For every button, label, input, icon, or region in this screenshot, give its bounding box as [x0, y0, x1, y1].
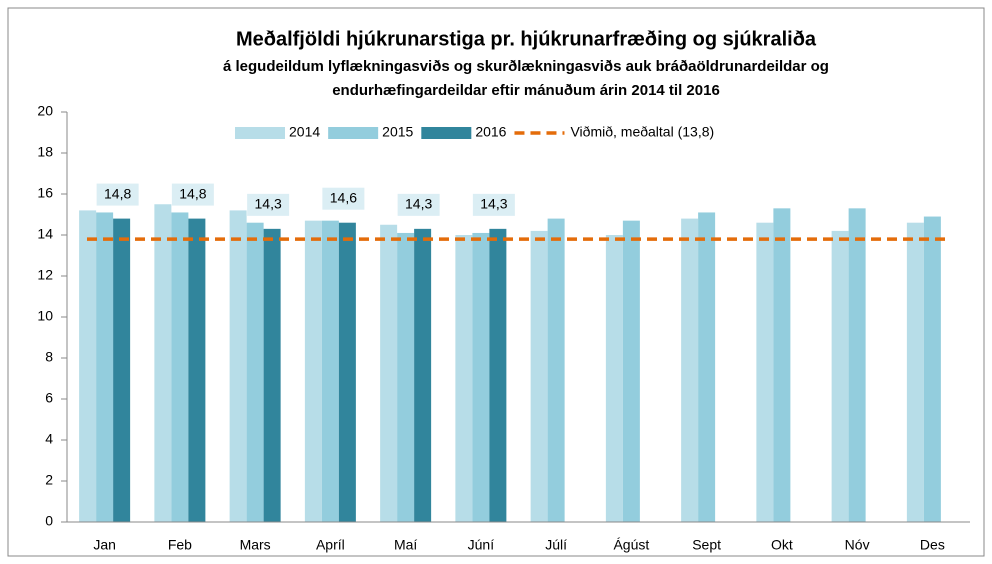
data-label: 14,8 [104, 185, 131, 201]
bar [831, 230, 849, 522]
bar [773, 208, 791, 522]
bar [923, 216, 941, 523]
x-tick-label: Sept [692, 537, 721, 553]
data-label: 14,3 [255, 196, 282, 212]
bar [698, 212, 716, 522]
bar [338, 222, 356, 522]
legend-label: 2016 [475, 124, 506, 140]
bar [547, 218, 565, 522]
y-tick-label: 10 [37, 308, 53, 324]
y-tick-label: 2 [45, 472, 53, 488]
bar [229, 210, 247, 522]
bar [605, 235, 623, 522]
x-tick-label: Okt [771, 537, 793, 553]
x-tick-label: Júní [468, 537, 495, 553]
x-tick-label: Júlí [545, 537, 567, 553]
bar [154, 204, 172, 522]
bar [455, 235, 473, 522]
bar [397, 232, 415, 522]
y-tick-label: 6 [45, 390, 53, 406]
bar [622, 220, 640, 522]
legend-swatch [235, 127, 285, 139]
data-label-box [96, 183, 139, 206]
legend-swatch [421, 127, 472, 139]
bar [263, 228, 281, 522]
bar [171, 212, 189, 522]
bar [246, 222, 264, 522]
data-label-box [397, 193, 440, 216]
y-tick-label: 14 [37, 226, 53, 242]
y-tick-label: 4 [45, 431, 53, 447]
data-label-box [472, 193, 515, 216]
bar [188, 218, 206, 522]
chart-title: Meðalfjöldi hjúkrunarstiga pr. hjúkrunar… [236, 28, 817, 50]
bar [681, 218, 699, 522]
x-tick-label: Maí [394, 537, 417, 553]
data-label-box [247, 193, 290, 216]
chart-subtitle: endurhæfingardeildar eftir mánuðum árin … [332, 82, 720, 99]
y-tick-label: 20 [37, 103, 53, 119]
bar [414, 228, 432, 522]
chart-subtitle: á legudeildum lyflækningasviðs og skurðl… [223, 58, 829, 75]
data-label: 14,8 [179, 185, 206, 201]
bar [96, 212, 114, 522]
bar [530, 230, 548, 522]
x-tick-label: Mars [240, 537, 271, 553]
legend-label: Viðmið, meðaltal (13,8) [570, 124, 714, 140]
legend-label: 2015 [382, 124, 413, 140]
bar [113, 218, 131, 522]
legend-swatch [328, 127, 379, 139]
x-tick-label: Ágúst [613, 537, 649, 553]
bar [906, 222, 924, 522]
y-tick-label: 16 [37, 185, 53, 201]
x-tick-label: Apríl [316, 537, 345, 553]
data-label: 14,3 [405, 196, 432, 212]
data-label: 14,6 [330, 189, 357, 205]
data-label: 14,3 [480, 196, 507, 212]
data-label-box [322, 187, 365, 210]
bar [380, 224, 398, 522]
data-label-box [171, 183, 214, 206]
x-tick-label: Jan [93, 537, 116, 553]
y-tick-label: 18 [37, 144, 53, 160]
bar [304, 220, 322, 522]
y-tick-label: 12 [37, 267, 53, 283]
bar [848, 208, 866, 522]
bar [79, 210, 97, 522]
y-tick-label: 0 [45, 513, 53, 529]
bar [472, 232, 490, 522]
bar [756, 222, 774, 522]
x-tick-label: Nóv [845, 537, 870, 553]
y-tick-label: 8 [45, 349, 53, 365]
legend-label: 2014 [289, 124, 320, 140]
x-tick-label: Feb [168, 537, 192, 553]
x-tick-label: Des [920, 537, 945, 553]
bar [321, 220, 339, 522]
bar [489, 228, 507, 522]
